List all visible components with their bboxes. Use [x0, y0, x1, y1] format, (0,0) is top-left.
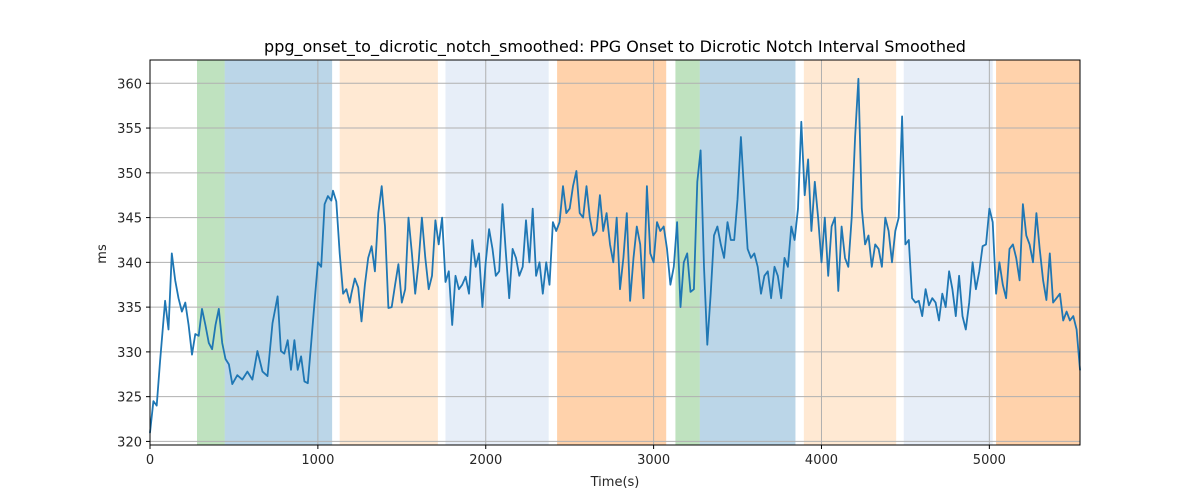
shaded-band-9 — [903, 60, 993, 445]
x-tick-label: 0 — [146, 453, 154, 468]
x-tick-label: 3000 — [637, 453, 670, 468]
shaded-band-3 — [339, 60, 438, 445]
shaded-band-7 — [699, 60, 796, 445]
x-axis-label: Time(s) — [590, 475, 640, 490]
shaded-band-4 — [445, 60, 549, 445]
y-tick-label: 335 — [117, 301, 142, 316]
tick-labels: 0 1000 2000 3000 4000 5000 320 325 330 335 340 345 3… — [117, 77, 1006, 468]
shaded-band-2 — [224, 60, 333, 445]
y-tick-label: 345 — [117, 212, 142, 227]
y-tick-label: 330 — [117, 346, 142, 361]
chart-title: ppg_onset_to_dicrotic_notch_smoothed: PP… — [264, 37, 966, 57]
grid — [149, 60, 1080, 445]
x-tick-label: 5000 — [973, 453, 1006, 468]
x-tick-label: 1000 — [301, 453, 334, 468]
y-tick-label: 355 — [117, 122, 142, 137]
series-line-1 — [149, 77, 1081, 434]
y-tick-label: 350 — [117, 167, 142, 182]
data-series — [149, 77, 1081, 434]
axes — [146, 59, 1081, 449]
y-tick-label: 360 — [117, 77, 142, 92]
x-tick-label: 2000 — [469, 453, 502, 468]
shaded-regions — [197, 60, 1080, 445]
y-tick-label: 320 — [117, 435, 142, 450]
shaded-band-1 — [197, 60, 225, 445]
y-tick-label: 340 — [117, 256, 142, 271]
y-tick-label: 325 — [117, 391, 142, 406]
x-tick-label: 4000 — [805, 453, 838, 468]
plot-frame — [149, 59, 1081, 446]
y-axis-label: ms — [95, 244, 110, 264]
